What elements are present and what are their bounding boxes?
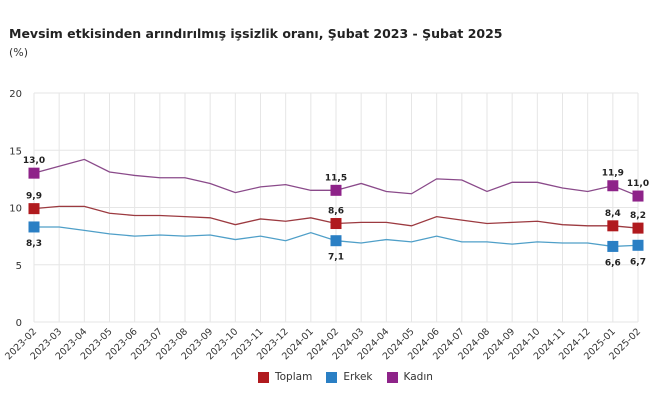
data-marker	[607, 180, 619, 192]
y-tick-label: 20	[9, 89, 22, 100]
y-tick-label: 10	[9, 204, 22, 215]
legend-item[interactable]: Erkek	[326, 371, 373, 383]
data-marker	[330, 184, 342, 196]
data-marker	[330, 218, 342, 230]
data-marker	[632, 190, 644, 202]
data-label: 8,6	[328, 207, 344, 217]
data-label: 11,0	[627, 179, 649, 189]
y-tick-label: 5	[16, 261, 22, 272]
data-label: 8,2	[630, 211, 646, 221]
data-label: 8,4	[605, 209, 621, 219]
legend-item[interactable]: Kadın	[386, 371, 433, 383]
data-label: 6,6	[605, 258, 621, 268]
data-label: 6,7	[630, 257, 646, 267]
data-marker	[632, 239, 644, 251]
data-marker	[607, 240, 619, 252]
data-marker	[330, 235, 342, 247]
data-marker	[607, 220, 619, 232]
legend-swatch	[386, 371, 398, 383]
legend-swatch	[326, 371, 338, 383]
data-marker	[632, 222, 644, 234]
y-tick-label: 15	[9, 146, 22, 157]
data-marker	[28, 221, 40, 233]
y-tick-label: 0	[16, 318, 22, 329]
data-label: 11,5	[325, 173, 347, 183]
legend: Toplam Erkek Kadın	[258, 371, 433, 383]
data-marker	[28, 203, 40, 215]
data-marker	[28, 167, 40, 179]
data-label: 7,1	[328, 253, 344, 263]
legend-label: Toplam	[275, 371, 313, 383]
chart-title: Mevsim etkisinden arındırılmış işsizlik …	[9, 26, 503, 41]
legend-label: Erkek	[343, 371, 373, 383]
data-label: 9,9	[26, 192, 42, 202]
data-label: 13,0	[23, 156, 45, 166]
data-label: 11,9	[602, 169, 624, 179]
legend-label: Kadın	[403, 371, 433, 383]
y-axis-unit: (%)	[9, 46, 29, 59]
legend-swatch	[258, 371, 269, 383]
legend-item[interactable]: Toplam	[258, 371, 312, 383]
data-label: 8,3	[26, 239, 42, 249]
